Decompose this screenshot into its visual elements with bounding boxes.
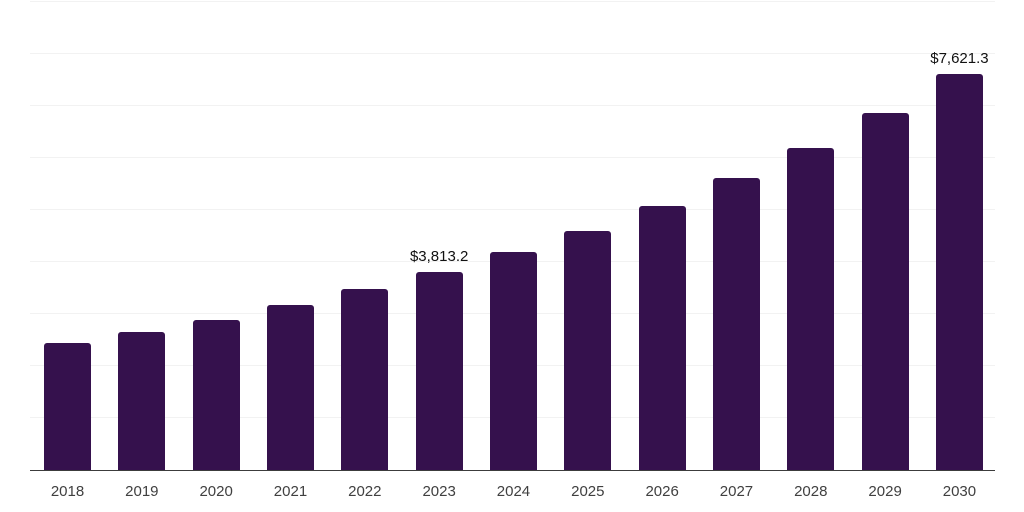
bar-cell-2027: [712, 2, 760, 470]
bars: $3,813.2 $7,621.3: [44, 2, 989, 470]
bar-2022: [341, 289, 389, 470]
gridline-5000: [30, 209, 995, 210]
bar-2020: [192, 320, 240, 470]
bar-cell-2024: [489, 2, 537, 470]
plot-area: $3,813.2 $7,621.3: [30, 1, 995, 471]
x-tick-2019: 2019: [125, 483, 159, 500]
bar-2024: [489, 252, 537, 470]
bar-cell-2026: [638, 2, 686, 470]
x-tick-2022: 2022: [348, 483, 382, 500]
gridline-7000: [30, 105, 995, 106]
bar-2021: [266, 305, 314, 470]
x-tick-2028: 2028: [794, 483, 828, 500]
bar-cell-2022: [341, 2, 389, 470]
x-tick-2025: 2025: [571, 483, 605, 500]
bar-cell-2029: [861, 2, 909, 470]
x-axis: 2018 2019 2020 2021 2022 2023 2024 2025 2026 2027…: [44, 484, 983, 500]
bar-cell-2025: [564, 2, 612, 470]
bar-cell-2020: [192, 2, 240, 470]
x-tick-2024: 2024: [496, 483, 531, 500]
value-label-2023: $3,813.2: [409, 247, 469, 265]
x-tick-2030: 2030: [942, 483, 977, 500]
x-tick-2029: 2029: [868, 483, 902, 500]
bar-2027: [712, 177, 760, 470]
gridline-8000: [30, 53, 995, 54]
bar-2019: [118, 332, 166, 470]
bar-cell-2019: [118, 2, 166, 470]
bar-2018: [44, 343, 91, 470]
x-tick-2021: 2021: [273, 483, 308, 500]
bar-cell-2028: [787, 2, 835, 470]
x-tick-2026: 2026: [645, 483, 679, 500]
value-label-2030: $7,621.3: [930, 49, 989, 67]
bar-cell-2021: [266, 2, 314, 470]
x-tick-2023: 2023: [422, 483, 456, 500]
x-tick-2027: 2027: [719, 483, 754, 500]
gridline-9000: [30, 1, 995, 2]
bar-2026: [638, 206, 686, 470]
bar-2028: [787, 147, 835, 470]
bar-2030: [935, 73, 983, 470]
bar-2029: [861, 112, 909, 470]
gridline-6000: [30, 157, 995, 158]
bar-cell-2030: $7,621.3: [930, 2, 989, 470]
x-tick-2020: 2020: [199, 483, 233, 500]
x-tick-2018: 2018: [50, 483, 85, 500]
bar-cell-2023: $3,813.2: [410, 2, 468, 470]
bar-2023: [415, 271, 463, 470]
bar-cell-2018: [44, 2, 91, 470]
bar-2025: [564, 230, 612, 470]
